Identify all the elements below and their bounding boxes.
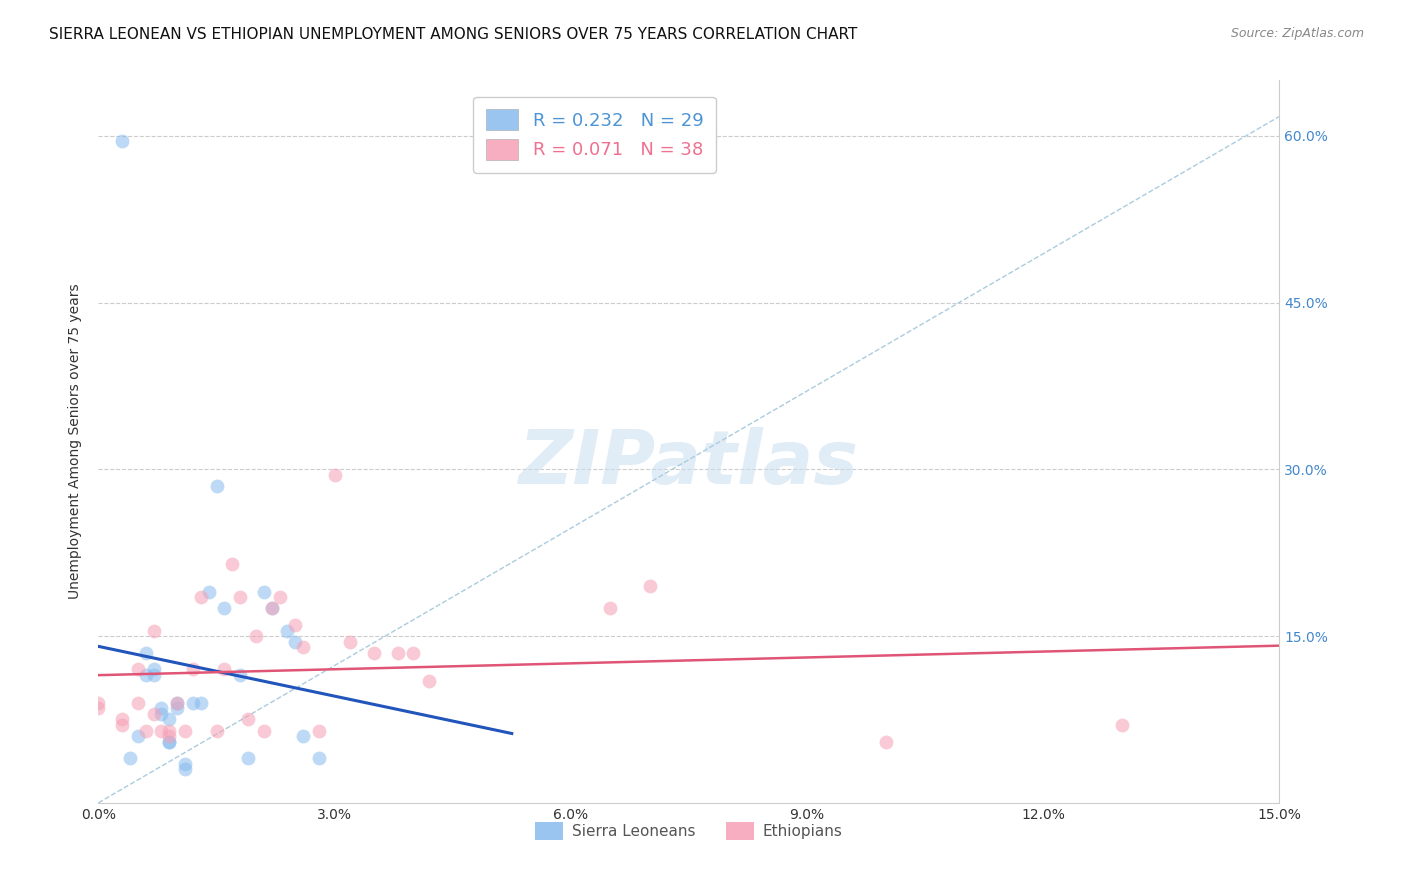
Point [166,696,188,710]
Point [157,734,180,748]
Point [150,706,173,721]
Point [214,662,236,676]
Point [166,696,188,710]
Point [111,135,134,149]
Point [253,584,276,599]
Point [150,701,173,715]
Point [323,467,346,482]
Point [190,696,212,710]
Point [236,751,259,765]
Text: ZIPatlas: ZIPatlas [519,426,859,500]
Point [87,701,110,715]
Point [157,734,180,748]
Point [875,734,897,748]
Point [111,718,134,732]
Point [221,557,243,571]
Point [142,624,165,638]
Point [284,618,307,632]
Point [229,668,252,682]
Point [197,584,219,599]
Text: Source: ZipAtlas.com: Source: ZipAtlas.com [1230,27,1364,40]
Legend: Sierra Leoneans, Ethiopians: Sierra Leoneans, Ethiopians [529,816,849,846]
Point [157,729,180,743]
Point [229,590,252,604]
Point [387,646,409,660]
Point [135,646,157,660]
Point [1111,718,1133,732]
Point [127,696,149,710]
Point [260,601,283,615]
Point [308,751,330,765]
Point [339,634,361,648]
Point [269,590,291,604]
Point [292,729,315,743]
Point [142,706,165,721]
Point [135,723,157,738]
Point [638,579,661,593]
Point [111,713,134,727]
Point [135,668,157,682]
Point [174,723,197,738]
Point [236,713,259,727]
Point [253,723,276,738]
Point [190,590,212,604]
Point [142,662,165,676]
Point [214,601,236,615]
Point [157,713,180,727]
Point [292,640,315,655]
Point [181,696,204,710]
Point [260,601,283,615]
Point [599,601,621,615]
Point [205,479,228,493]
Point [174,763,197,777]
Point [127,729,149,743]
Point [127,662,149,676]
Point [276,624,298,638]
Point [157,723,180,738]
Point [174,756,197,771]
Point [181,662,204,676]
Text: SIERRA LEONEAN VS ETHIOPIAN UNEMPLOYMENT AMONG SENIORS OVER 75 YEARS CORRELATION: SIERRA LEONEAN VS ETHIOPIAN UNEMPLOYMENT… [49,27,858,42]
Point [118,751,141,765]
Point [166,701,188,715]
Point [308,723,330,738]
Point [402,646,425,660]
Y-axis label: Unemployment Among Seniors over 75 years: Unemployment Among Seniors over 75 years [69,284,83,599]
Point [418,673,440,688]
Point [150,723,173,738]
Point [142,668,165,682]
Point [87,696,110,710]
Point [205,723,228,738]
Point [245,629,267,643]
Point [363,646,385,660]
Point [284,634,307,648]
